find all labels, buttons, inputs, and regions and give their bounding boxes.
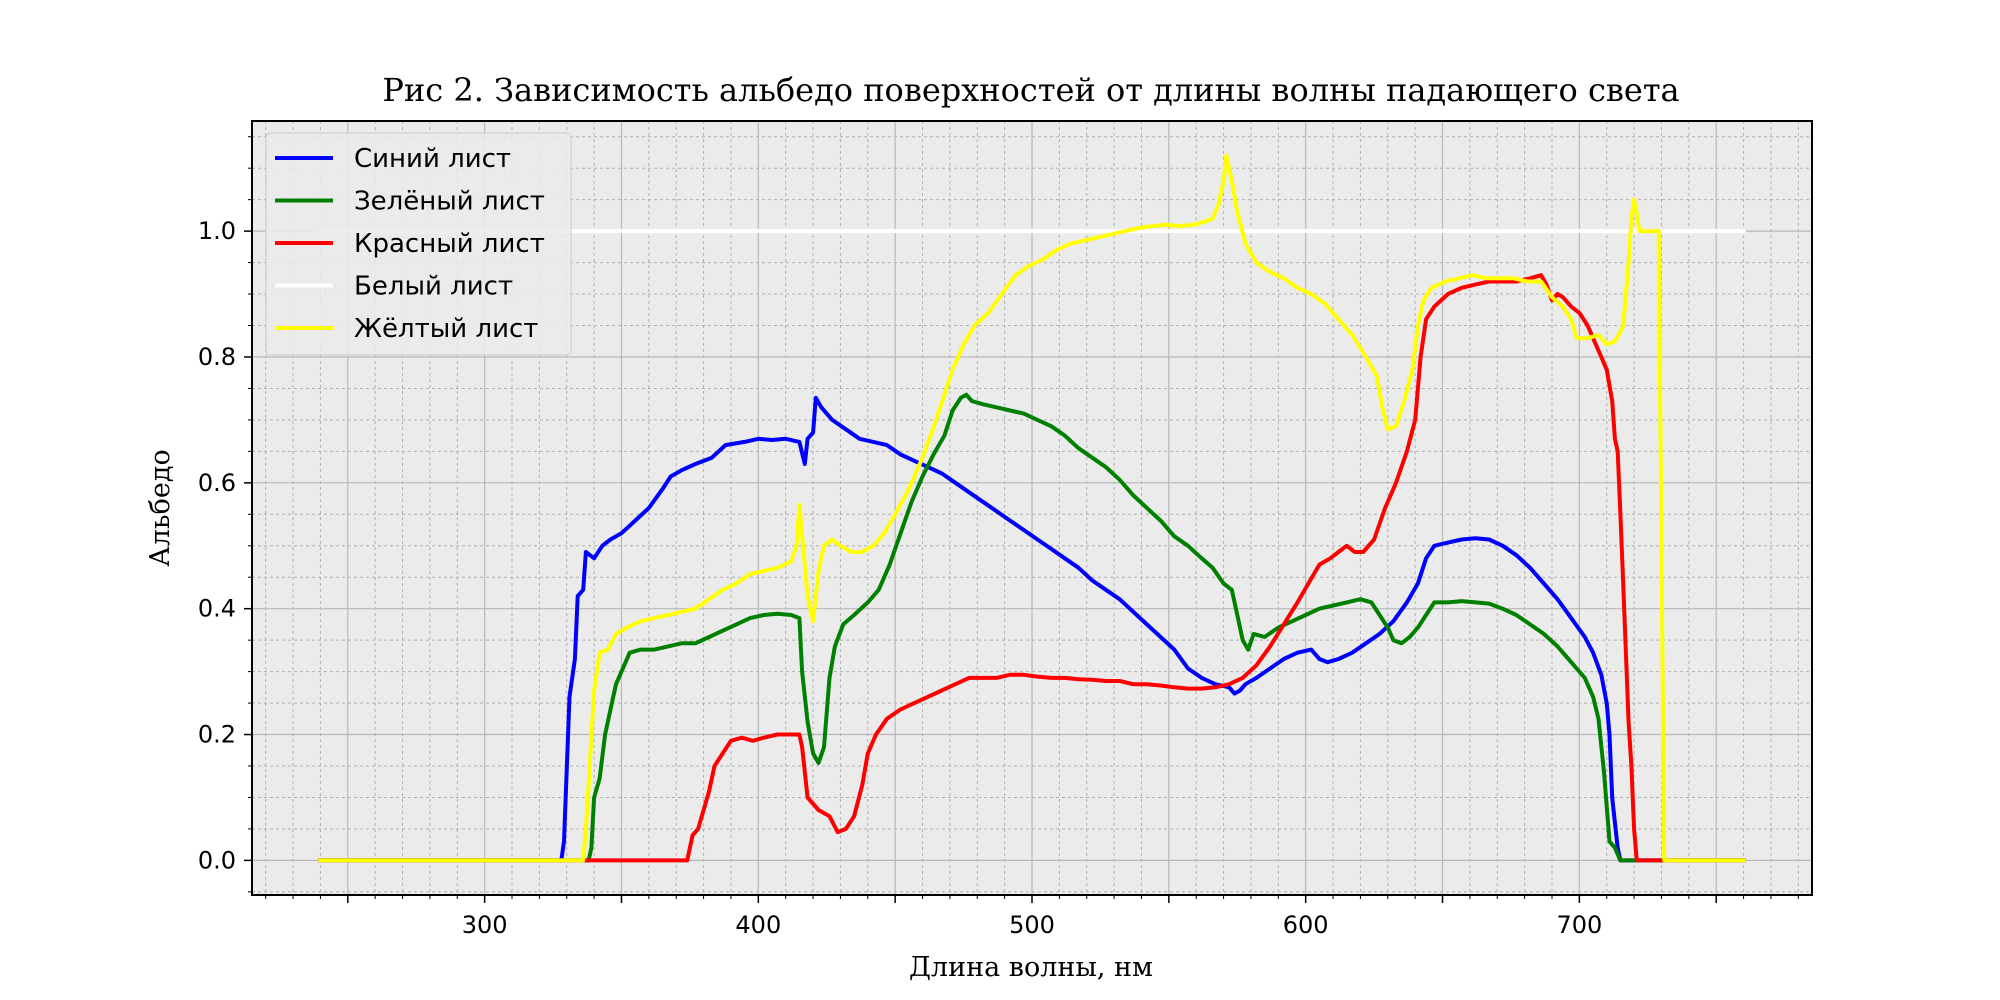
y-tick-label: 0.4 (198, 595, 236, 623)
x-tick-label: 500 (1009, 911, 1055, 939)
series-line (318, 273, 1746, 863)
legend-label: Жёлтый лист (354, 314, 538, 344)
legend-label: Красный лист (354, 229, 545, 259)
series-line (318, 392, 1746, 863)
legend-label: Синий лист (354, 144, 511, 174)
x-tick-label: 400 (735, 911, 781, 939)
x-tick-label: 600 (1283, 911, 1329, 939)
x-tick-label: 700 (1556, 911, 1602, 939)
y-tick-label: 0.8 (198, 343, 236, 371)
series-line (318, 153, 1746, 863)
legend-box (265, 132, 572, 356)
chart-title: Рис 2. Зависимость альбедо поверхностей … (382, 71, 1679, 109)
y-axis-label: Альбедо (145, 449, 176, 566)
y-tick-label: 0.6 (198, 469, 236, 497)
y-tick-label: 0.2 (198, 721, 236, 749)
y-tick-label: 0.0 (198, 846, 236, 874)
legend-label: Зелёный лист (354, 187, 545, 217)
y-tick-label: 1.0 (198, 217, 236, 245)
x-tick-label: 300 (462, 911, 508, 939)
legend-label: Белый лист (354, 272, 513, 302)
legend: Синий лист Зелёный лист Красный лист Белый … (265, 132, 572, 356)
axis-ticks: 300 400 500 600 700 0.0 0.2 0.4 0.6 0.8 1.0 (198, 136, 1799, 939)
series-line (318, 395, 1746, 863)
x-axis-label: Длина волны, нм (909, 952, 1153, 983)
